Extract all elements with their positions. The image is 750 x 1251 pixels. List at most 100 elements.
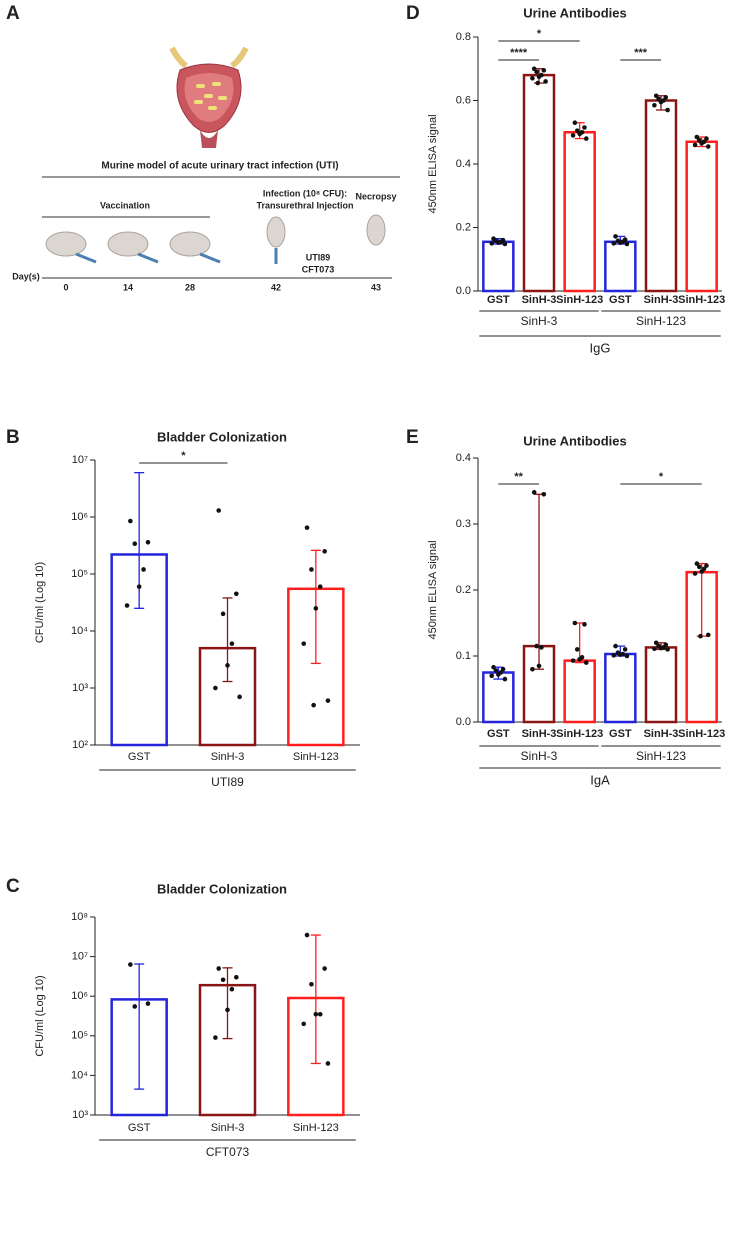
data-point bbox=[237, 694, 242, 700]
data-point bbox=[577, 131, 582, 137]
y-tick-label: 10⁵ bbox=[71, 568, 88, 580]
data-point bbox=[583, 660, 589, 665]
group-label: UTI89 bbox=[211, 775, 244, 789]
data-point bbox=[624, 241, 630, 247]
data-point bbox=[618, 652, 623, 657]
data-point bbox=[301, 1021, 307, 1027]
bacteria bbox=[194, 82, 227, 110]
infection-label: Infection (10⁸ CFU): bbox=[263, 188, 347, 198]
panel-label: A bbox=[6, 3, 20, 24]
y-tick-label: 0.2 bbox=[456, 221, 471, 233]
data-point bbox=[325, 1061, 331, 1066]
y-tick-label: 10⁷ bbox=[72, 454, 88, 466]
chart-title: Bladder Colonization bbox=[157, 881, 287, 896]
strain-label: UTI89 bbox=[306, 252, 331, 262]
chart: D Urine Antibodies 450nm ELISA signal 0.0 0.… bbox=[406, 3, 725, 355]
data-point bbox=[652, 102, 657, 108]
day: 42 bbox=[271, 282, 281, 292]
data-point bbox=[313, 606, 319, 611]
group-label: CFT073 bbox=[206, 1145, 250, 1159]
data-point bbox=[304, 932, 310, 938]
panel-label: D bbox=[406, 3, 420, 24]
x-tick-label: GST bbox=[609, 294, 632, 306]
strain-label: CFT073 bbox=[302, 264, 335, 274]
chart: C Bladder Colonization CFU/ml (Log 10) 10³ 1… bbox=[6, 876, 360, 1159]
data-point bbox=[663, 95, 669, 100]
data-point bbox=[313, 1011, 319, 1017]
significance-label: * bbox=[537, 28, 542, 40]
data-point bbox=[496, 240, 501, 246]
data-point bbox=[653, 93, 659, 99]
day: 43 bbox=[371, 282, 381, 292]
y-tick-label: 0.4 bbox=[456, 158, 471, 170]
chart: B Bladder Colonization CFU/ml (Log 10) 10² 1… bbox=[6, 427, 360, 789]
day: 14 bbox=[123, 282, 133, 292]
data-point bbox=[541, 68, 547, 73]
data-point bbox=[220, 977, 226, 983]
data-point bbox=[128, 518, 133, 524]
data-point bbox=[234, 591, 239, 597]
y-tick-label: 0.1 bbox=[456, 650, 471, 662]
y-tick-label: 0.0 bbox=[456, 716, 471, 728]
group-title: IgA bbox=[590, 772, 610, 787]
x-tick-label: GST bbox=[609, 728, 632, 740]
data-point bbox=[530, 666, 535, 672]
data-point bbox=[699, 141, 704, 146]
y-tick-label: 10⁷ bbox=[72, 951, 88, 963]
bar bbox=[604, 652, 637, 724]
data-point bbox=[572, 620, 578, 626]
x-tick-label: SinH-3 bbox=[211, 751, 245, 763]
data-point bbox=[577, 657, 582, 662]
y-tick-label: 10³ bbox=[72, 682, 88, 694]
data-point bbox=[624, 653, 630, 659]
data-point bbox=[317, 1011, 323, 1017]
data-point bbox=[229, 641, 235, 646]
data-point bbox=[229, 986, 235, 992]
data-point bbox=[132, 1004, 138, 1009]
diagram-title: Murine model of acute urinary tract infe… bbox=[101, 161, 338, 172]
significance-label: * bbox=[181, 450, 186, 462]
day: 0 bbox=[63, 282, 68, 292]
x-tick-label: GST bbox=[487, 728, 510, 740]
data-point bbox=[141, 567, 146, 572]
data-point bbox=[311, 702, 316, 708]
data-point bbox=[572, 120, 578, 126]
y-tick-label: 10⁴ bbox=[71, 1069, 88, 1081]
group-label: SinH-123 bbox=[636, 314, 686, 328]
data-point bbox=[622, 647, 628, 652]
data-point bbox=[652, 646, 657, 652]
y-axis-label: CFU/ml (Log 10) bbox=[34, 975, 46, 1056]
group-label: SinH-3 bbox=[521, 314, 558, 328]
data-point bbox=[658, 645, 664, 651]
data-point bbox=[653, 640, 659, 646]
data-point bbox=[613, 234, 618, 239]
data-point bbox=[704, 563, 709, 568]
data-point bbox=[496, 672, 501, 677]
data-point bbox=[613, 643, 618, 649]
bar bbox=[563, 659, 596, 724]
syringes bbox=[75, 248, 278, 264]
data-point bbox=[491, 664, 496, 670]
bar bbox=[685, 140, 718, 293]
data-point bbox=[502, 676, 508, 682]
data-point bbox=[309, 567, 314, 572]
data-point bbox=[213, 685, 218, 691]
data-point bbox=[325, 698, 331, 703]
data-point bbox=[124, 603, 130, 608]
significance-label: *** bbox=[634, 47, 648, 59]
y-tick-label: 10⁵ bbox=[71, 1030, 88, 1042]
y-axis-label: CFU/ml (Log 10) bbox=[34, 562, 46, 643]
data-point bbox=[531, 66, 537, 72]
chart-title: Bladder Colonization bbox=[157, 429, 287, 444]
y-tick-label: 10⁶ bbox=[71, 511, 88, 523]
data-point bbox=[698, 633, 703, 639]
x-tick-label: SinH-123 bbox=[293, 1122, 339, 1134]
bar bbox=[644, 99, 678, 293]
data-point bbox=[489, 241, 495, 246]
data-point bbox=[536, 663, 542, 669]
x-tick-label: SinH-123 bbox=[678, 728, 725, 740]
significance-label: * bbox=[659, 471, 664, 483]
data-point bbox=[531, 490, 537, 495]
data-point bbox=[692, 142, 698, 148]
